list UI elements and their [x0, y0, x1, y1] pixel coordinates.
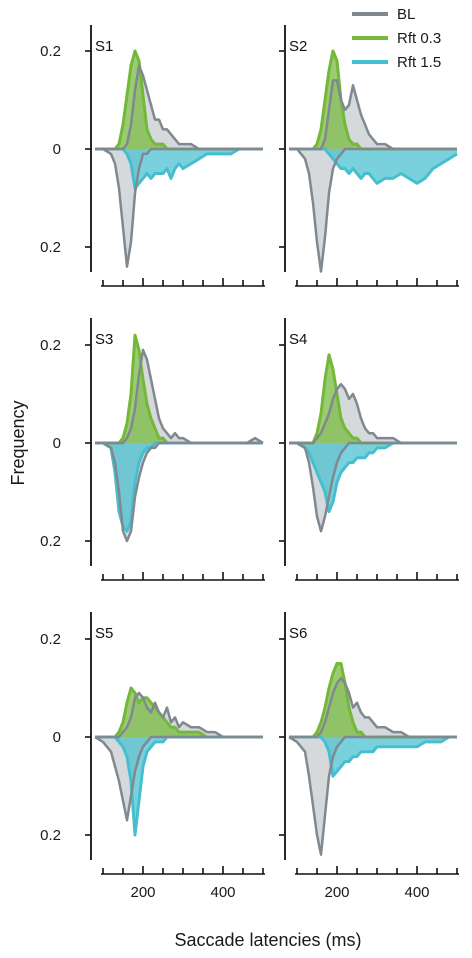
rft03-area: [95, 335, 263, 443]
legend-label: Rft 1.5: [397, 54, 441, 71]
rft03-line: [289, 353, 457, 445]
rft03-line: [95, 49, 263, 151]
x-tick-label: 200: [130, 884, 155, 901]
rft15-area: [289, 149, 457, 184]
panel-label: S2: [289, 38, 307, 55]
bl-down-line: [95, 441, 263, 543]
y-tick-label: 0: [53, 729, 61, 746]
panels-layer: 0.2 0 0.2 S1 S2 0.2 0 0.2 S3 S4 0.2 0 0.2 200 400 S5 200…: [40, 25, 459, 901]
bl-up-line: [289, 382, 457, 445]
bl-up-line: [95, 348, 264, 445]
legend-label: BL: [397, 6, 415, 23]
bl-down-area: [95, 737, 263, 821]
rft03-area: [289, 354, 457, 443]
bl-up-line: [289, 79, 457, 151]
bl-down-line: [289, 147, 457, 273]
y-axis-title: Frequency: [8, 400, 28, 485]
bl-down-line: [288, 735, 457, 856]
legend: BL Rft 0.3 Rft 1.5: [352, 6, 441, 71]
rft03-area: [289, 51, 457, 149]
y-tick-label: 0.2: [40, 239, 61, 256]
y-tick-label: 0.2: [40, 43, 61, 60]
y-tick-label: 0: [53, 141, 61, 158]
y-tick-label: 0.2: [40, 337, 61, 354]
bl-down-area: [289, 737, 457, 855]
x-tick-label: 400: [210, 884, 235, 901]
panel-label: S1: [95, 38, 113, 55]
panel-s1: 0.2 0 0.2 S1: [40, 25, 265, 287]
panel-label: S3: [95, 331, 113, 348]
panel-s4: S4: [279, 318, 459, 581]
panel-s6: 200 400 S6: [279, 612, 459, 901]
panel-label: S6: [289, 625, 307, 642]
rft15-area: [289, 443, 457, 512]
bl-down-line: [95, 147, 263, 268]
bl-up-area: [289, 678, 457, 737]
y-tick-label: 0: [53, 435, 61, 452]
panel-label: S5: [95, 625, 113, 642]
y-tick-label: 0.2: [40, 631, 61, 648]
panel-s5: 0.2 0 0.2 200 400 S5: [40, 612, 265, 901]
bl-up-area: [95, 349, 263, 443]
panel-label: S4: [289, 331, 307, 348]
bl-down-line: [94, 735, 263, 822]
y-tick-label: 0.2: [40, 827, 61, 844]
y-tick-label: 0.2: [40, 533, 61, 550]
bl-down-line: [289, 441, 457, 533]
legend-label: Rft 0.3: [397, 30, 441, 47]
rft03-line: [95, 333, 263, 445]
panel-s3: 0.2 0 0.2 S3: [40, 318, 265, 581]
panel-s2: S2: [279, 25, 459, 287]
x-axis-title: Saccade latencies (ms): [174, 930, 361, 950]
x-tick-label: 200: [324, 884, 349, 901]
x-tick-label: 400: [404, 884, 429, 901]
